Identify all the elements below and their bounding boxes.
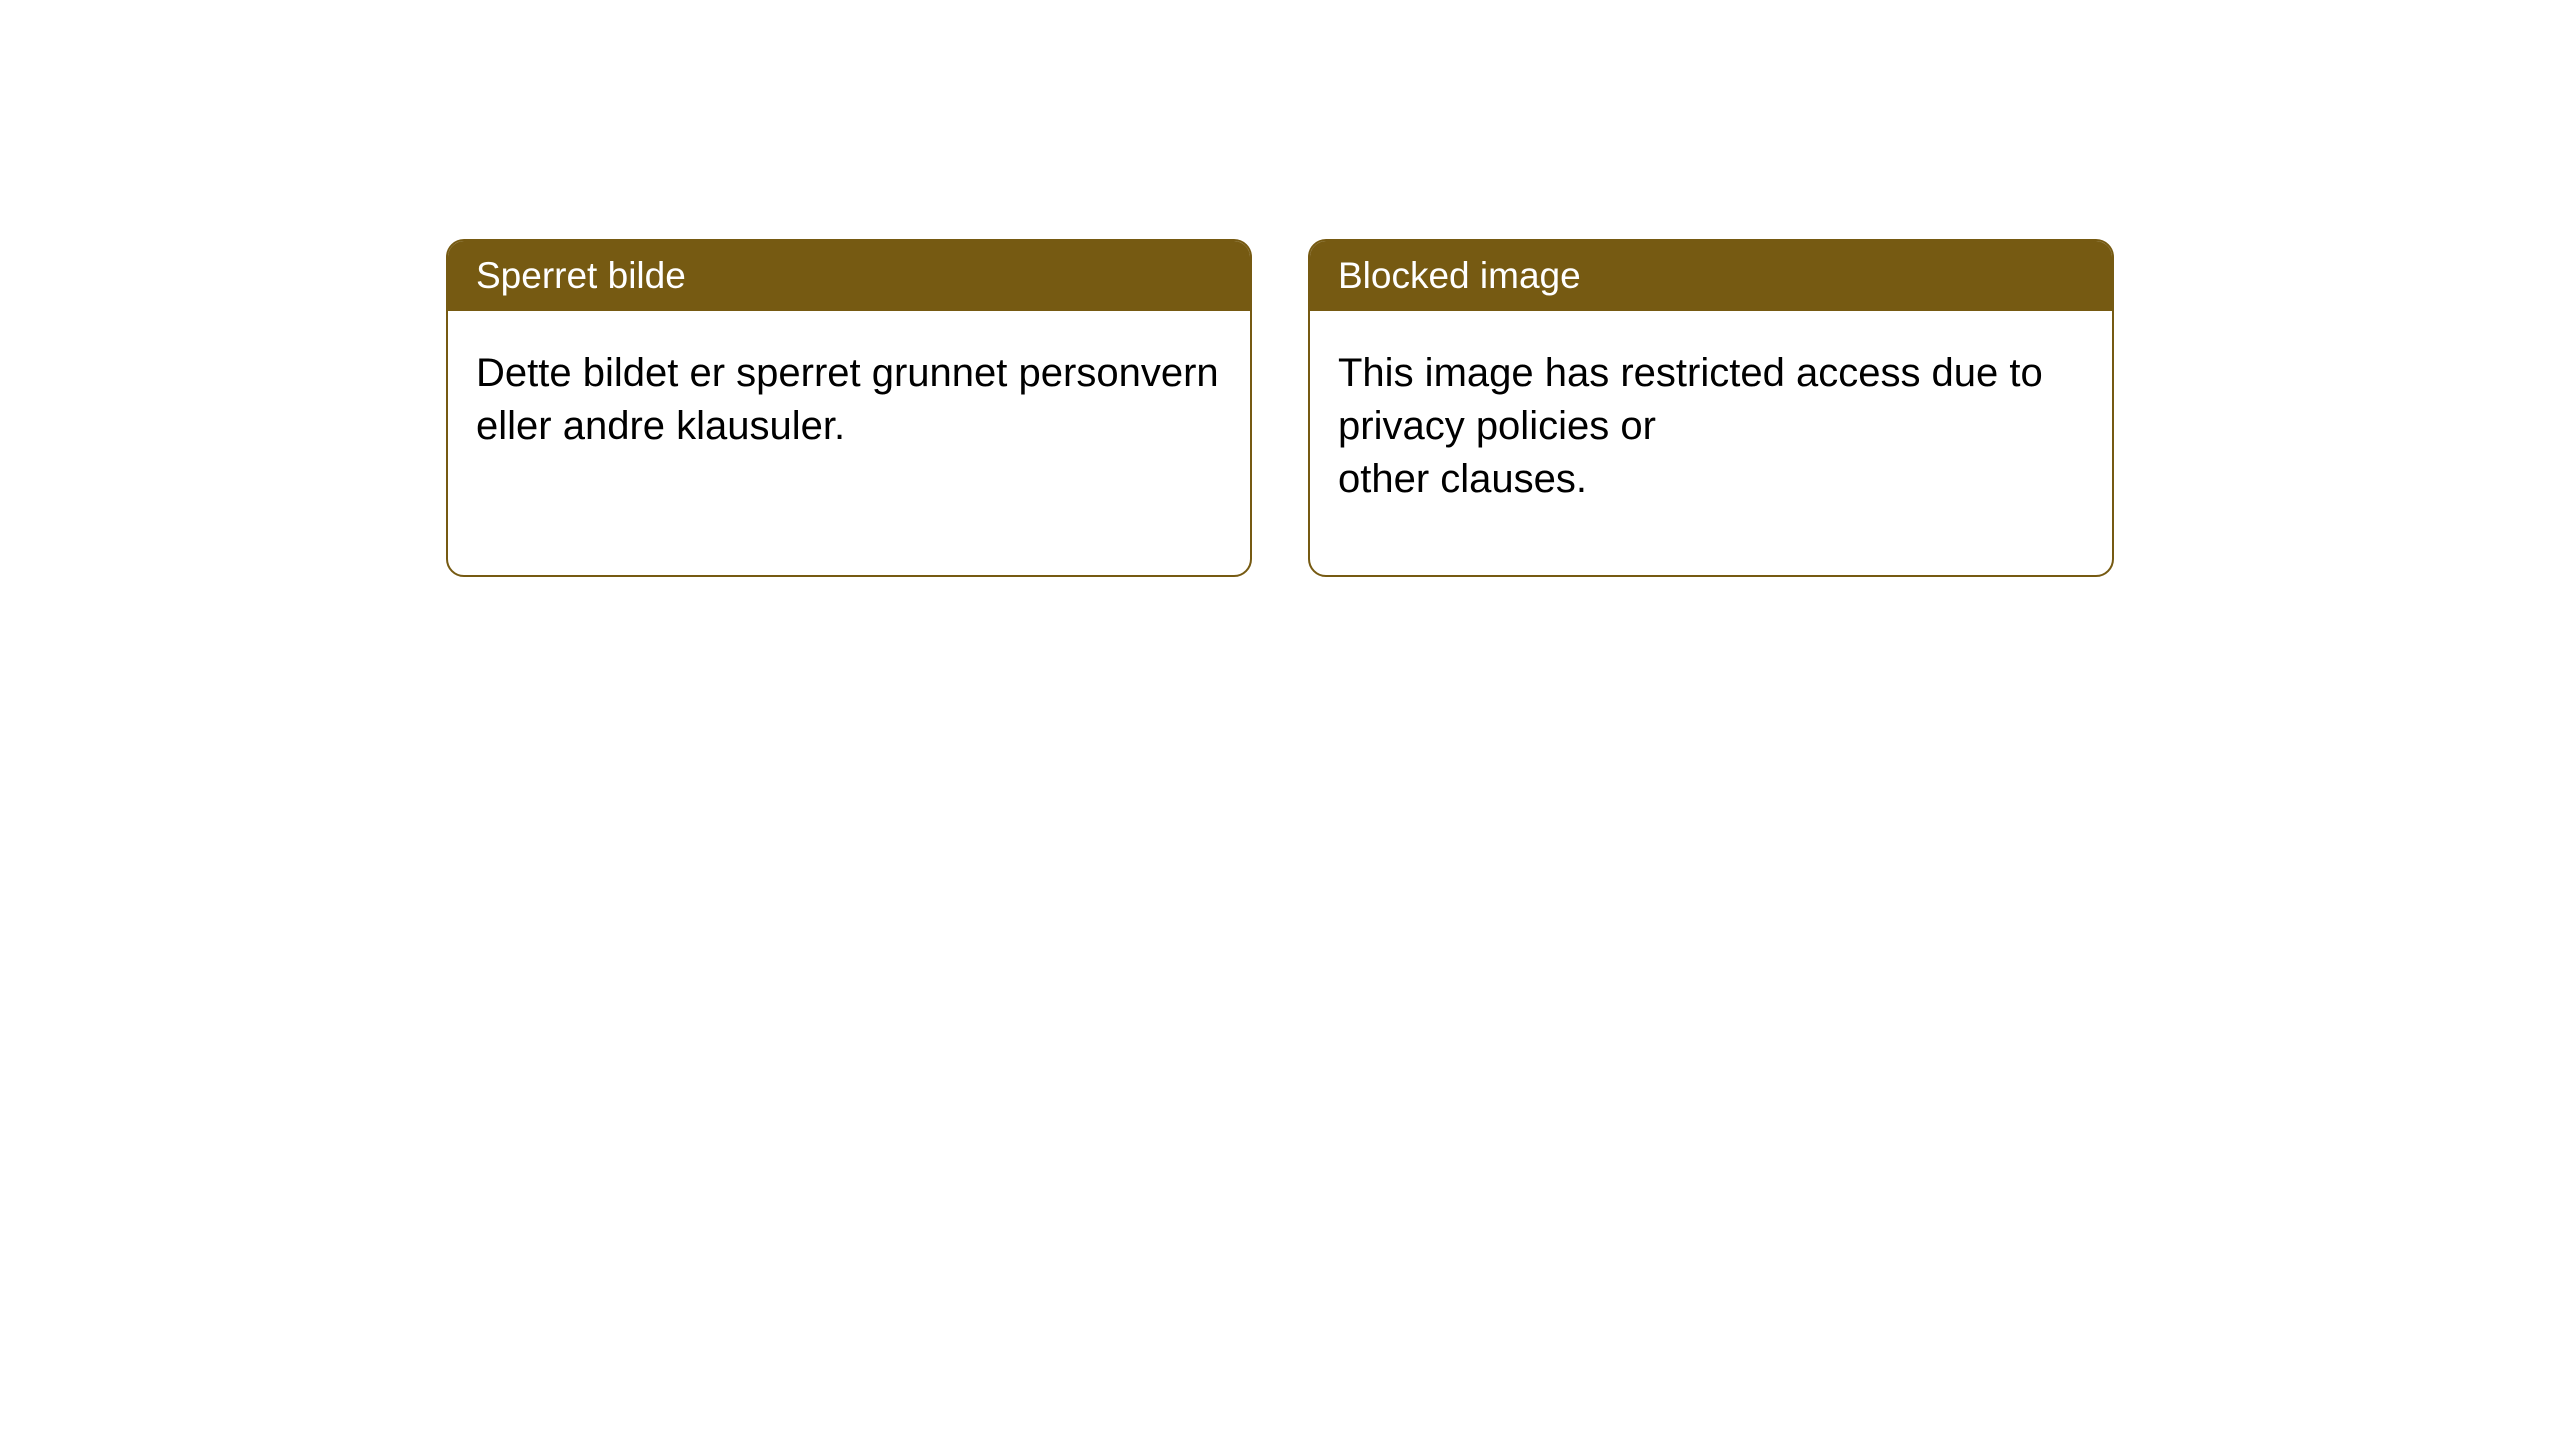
notice-header: Sperret bilde (448, 241, 1250, 311)
notice-header: Blocked image (1310, 241, 2112, 311)
notice-card-english: Blocked image This image has restricted … (1308, 239, 2114, 577)
notice-body: Dette bildet er sperret grunnet personve… (448, 311, 1250, 489)
notice-card-norwegian: Sperret bilde Dette bildet er sperret gr… (446, 239, 1252, 577)
notice-body: This image has restricted access due to … (1310, 311, 2112, 543)
notice-container: Sperret bilde Dette bildet er sperret gr… (446, 239, 2114, 577)
